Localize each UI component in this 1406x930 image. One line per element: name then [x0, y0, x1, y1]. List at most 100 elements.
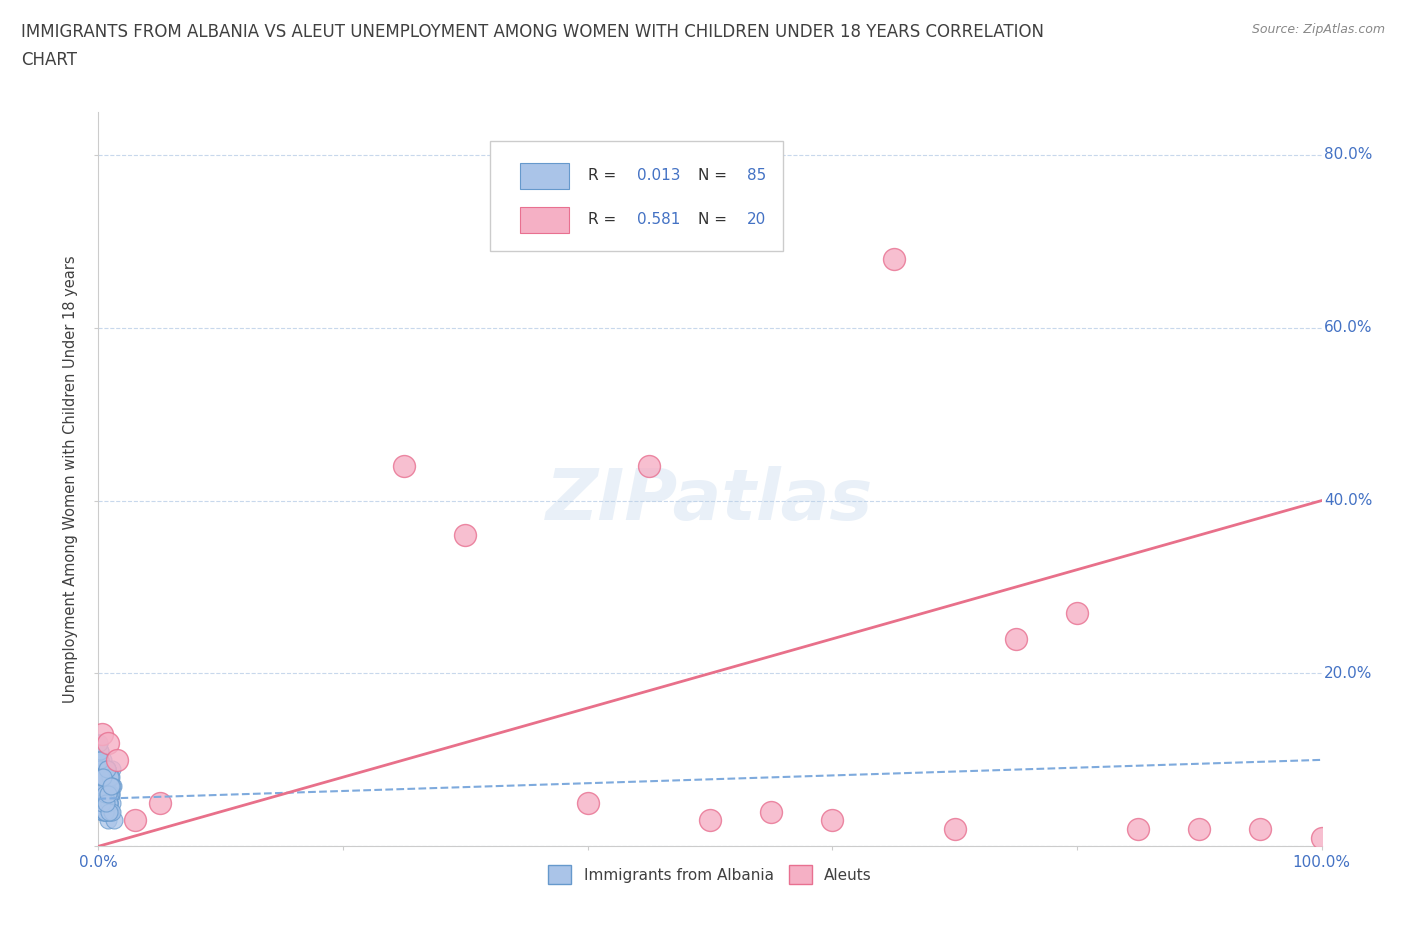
Point — [96, 804, 118, 819]
Point — [454, 527, 477, 542]
Point — [94, 796, 117, 811]
Point — [90, 778, 112, 793]
Point — [637, 458, 661, 473]
Point — [90, 796, 112, 811]
Point — [89, 744, 111, 759]
Point — [103, 813, 125, 828]
Text: 60.0%: 60.0% — [1324, 320, 1372, 335]
Point — [97, 787, 120, 802]
Text: 0.581: 0.581 — [637, 212, 681, 228]
Point — [96, 761, 118, 776]
Point — [90, 787, 112, 802]
Point — [101, 761, 124, 776]
Point — [98, 804, 121, 819]
Point — [90, 770, 112, 785]
Point — [100, 787, 122, 802]
Point — [821, 813, 844, 828]
Point — [94, 778, 117, 793]
Point — [93, 770, 115, 785]
Point — [91, 778, 114, 793]
Point — [97, 787, 120, 802]
Text: IMMIGRANTS FROM ALBANIA VS ALEUT UNEMPLOYMENT AMONG WOMEN WITH CHILDREN UNDER 18: IMMIGRANTS FROM ALBANIA VS ALEUT UNEMPLO… — [21, 23, 1045, 41]
Point — [883, 251, 905, 266]
Point — [1128, 821, 1150, 836]
Point — [89, 770, 111, 785]
Point — [100, 787, 122, 802]
Point — [90, 770, 112, 785]
Point — [90, 770, 112, 785]
Text: 80.0%: 80.0% — [1324, 147, 1372, 163]
Point — [100, 770, 122, 785]
Point — [90, 761, 112, 776]
Point — [97, 796, 120, 811]
Point — [101, 778, 124, 793]
Point — [96, 761, 118, 776]
Point — [98, 770, 121, 785]
Point — [93, 770, 115, 785]
Point — [89, 761, 111, 776]
FancyBboxPatch shape — [489, 141, 783, 251]
Point — [97, 787, 120, 802]
Point — [94, 804, 117, 819]
Text: N =: N = — [697, 212, 731, 228]
Point — [943, 821, 966, 836]
Point — [98, 770, 121, 785]
Point — [392, 458, 416, 473]
Point — [96, 804, 118, 819]
Point — [94, 778, 117, 793]
Point — [98, 804, 121, 819]
Y-axis label: Unemployment Among Women with Children Under 18 years: Unemployment Among Women with Children U… — [63, 255, 79, 703]
Text: 85: 85 — [747, 168, 766, 183]
Point — [89, 735, 111, 750]
Point — [91, 796, 114, 811]
Point — [97, 813, 120, 828]
Text: ZIPatlas: ZIPatlas — [547, 467, 873, 536]
Text: N =: N = — [697, 168, 731, 183]
Point — [98, 787, 121, 802]
Point — [100, 778, 122, 793]
Point — [576, 796, 599, 811]
Point — [100, 804, 122, 819]
Point — [97, 787, 120, 802]
Point — [1250, 821, 1272, 836]
Point — [149, 796, 172, 811]
Point — [91, 752, 114, 767]
Point — [124, 813, 146, 828]
Point — [97, 735, 120, 750]
Point — [1188, 821, 1211, 836]
Point — [90, 787, 112, 802]
Point — [761, 804, 783, 819]
Point — [98, 770, 121, 785]
Text: 40.0%: 40.0% — [1324, 493, 1372, 508]
Point — [89, 744, 111, 759]
Point — [97, 796, 120, 811]
Point — [96, 761, 118, 776]
FancyBboxPatch shape — [520, 163, 569, 189]
Point — [91, 796, 114, 811]
Point — [93, 796, 115, 811]
Text: R =: R = — [588, 212, 621, 228]
Point — [1004, 631, 1026, 646]
Point — [89, 752, 111, 767]
Text: R =: R = — [588, 168, 621, 183]
Legend: Immigrants from Albania, Aleuts: Immigrants from Albania, Aleuts — [543, 859, 877, 890]
Point — [96, 761, 118, 776]
Point — [97, 770, 120, 785]
Point — [98, 796, 121, 811]
Point — [89, 752, 111, 767]
Point — [91, 778, 114, 793]
Point — [90, 787, 112, 802]
Point — [93, 787, 115, 802]
Point — [94, 778, 117, 793]
Point — [100, 804, 122, 819]
FancyBboxPatch shape — [520, 207, 569, 232]
Point — [97, 787, 120, 802]
Text: 0.013: 0.013 — [637, 168, 681, 183]
Point — [91, 804, 114, 819]
Point — [87, 735, 110, 750]
Point — [1066, 605, 1088, 620]
Point — [96, 761, 118, 776]
Point — [91, 796, 114, 811]
Point — [94, 770, 117, 785]
Point — [94, 804, 117, 819]
